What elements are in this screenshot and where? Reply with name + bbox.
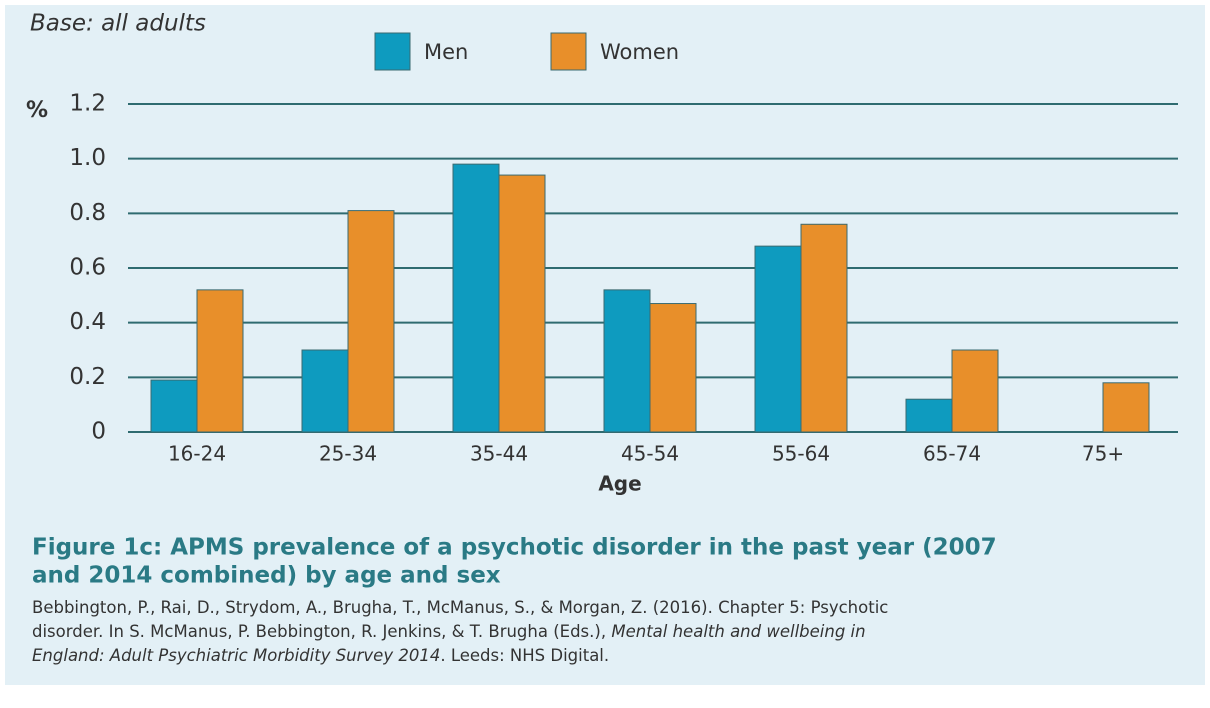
x-tick-label: 25-34 bbox=[319, 442, 377, 466]
bar bbox=[301, 349, 349, 433]
y-tick-label: 0.2 bbox=[69, 364, 106, 390]
legend-label: Men bbox=[424, 40, 468, 64]
y-tick-label: 0.6 bbox=[69, 255, 106, 281]
bar bbox=[603, 289, 651, 433]
y-tick-label: 0.4 bbox=[69, 309, 106, 335]
figure-title: Figure 1c: APMS prevalence of a psychoti… bbox=[32, 535, 997, 561]
citation: disorder. In S. McManus, P. Bebbington, … bbox=[32, 622, 866, 641]
bar bbox=[150, 379, 198, 433]
bar bbox=[754, 245, 802, 433]
citation-part: England: Adult Psychiatric Morbidity Sur… bbox=[32, 646, 440, 665]
legend-label: Women bbox=[600, 40, 679, 64]
x-tick-label: 16-24 bbox=[168, 442, 226, 466]
bar bbox=[649, 303, 697, 433]
citation-part: . Leeds: NHS Digital. bbox=[440, 646, 609, 665]
y-tick-label: 1.2 bbox=[69, 91, 106, 117]
legend-swatch bbox=[374, 32, 411, 71]
citation: Bebbington, P., Rai, D., Strydom, A., Br… bbox=[32, 598, 888, 617]
bar bbox=[452, 163, 500, 433]
bar bbox=[1102, 382, 1150, 433]
citation-part: Bebbington, P., Rai, D., Strydom, A., Br… bbox=[32, 598, 888, 617]
citation-part: disorder. In S. McManus, P. Bebbington, … bbox=[32, 622, 611, 641]
citation: England: Adult Psychiatric Morbidity Sur… bbox=[32, 646, 609, 665]
x-axis-label: Age bbox=[598, 472, 641, 496]
bar bbox=[951, 349, 999, 433]
bar bbox=[800, 223, 848, 433]
figure-title: and 2014 combined) by age and sex bbox=[32, 563, 501, 589]
x-tick-label: 45-54 bbox=[621, 442, 679, 466]
citation-part: Mental health and wellbeing in bbox=[611, 622, 865, 641]
x-tick-label: 55-64 bbox=[772, 442, 830, 466]
subtitle: Base: all adults bbox=[30, 11, 206, 37]
legend-swatch bbox=[550, 32, 587, 71]
bar bbox=[347, 210, 395, 433]
bar bbox=[196, 289, 244, 433]
y-unit: % bbox=[26, 98, 48, 123]
bar bbox=[498, 174, 546, 433]
y-tick-label: 0 bbox=[91, 419, 106, 445]
x-tick-label: 35-44 bbox=[470, 442, 528, 466]
x-tick-label: 75+ bbox=[1082, 442, 1124, 466]
y-tick-label: 1.0 bbox=[69, 145, 106, 171]
x-tick-label: 65-74 bbox=[923, 442, 981, 466]
bar bbox=[905, 398, 953, 433]
y-tick-label: 0.8 bbox=[69, 200, 106, 226]
